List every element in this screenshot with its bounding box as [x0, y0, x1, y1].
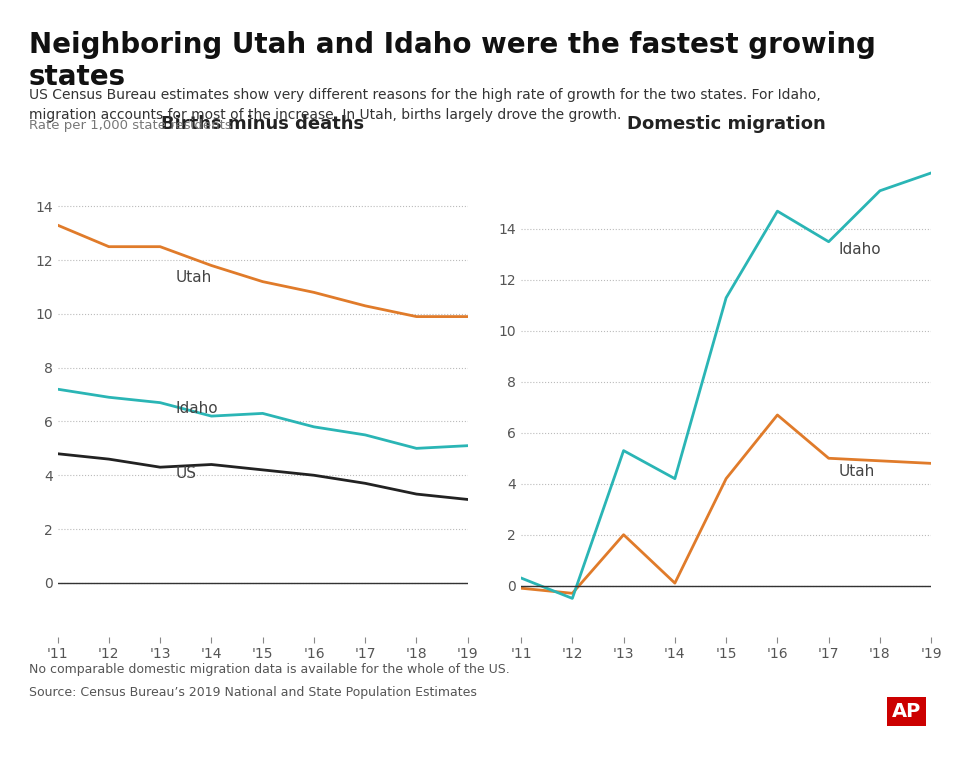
- Text: Utah: Utah: [839, 464, 876, 479]
- Text: AP: AP: [893, 702, 922, 721]
- Text: Idaho: Idaho: [176, 401, 218, 416]
- Text: Neighboring Utah and Idaho were the fastest growing states: Neighboring Utah and Idaho were the fast…: [29, 31, 876, 91]
- Text: Births minus deaths: Births minus deaths: [161, 115, 364, 133]
- Text: Domestic migration: Domestic migration: [627, 115, 826, 133]
- Text: Utah: Utah: [176, 270, 212, 285]
- Text: US Census Bureau estimates show very different reasons for the high rate of grow: US Census Bureau estimates show very dif…: [29, 88, 821, 122]
- Text: AP: AP: [893, 702, 922, 721]
- Text: US: US: [176, 466, 197, 481]
- Text: Source: Census Bureau’s 2019 National and State Population Estimates: Source: Census Bureau’s 2019 National an…: [29, 686, 477, 700]
- Text: Rate per 1,000 state residents: Rate per 1,000 state residents: [29, 119, 231, 132]
- Text: No comparable domestic migration data is available for the whole of the US.: No comparable domestic migration data is…: [29, 663, 510, 676]
- Text: Idaho: Idaho: [839, 242, 881, 258]
